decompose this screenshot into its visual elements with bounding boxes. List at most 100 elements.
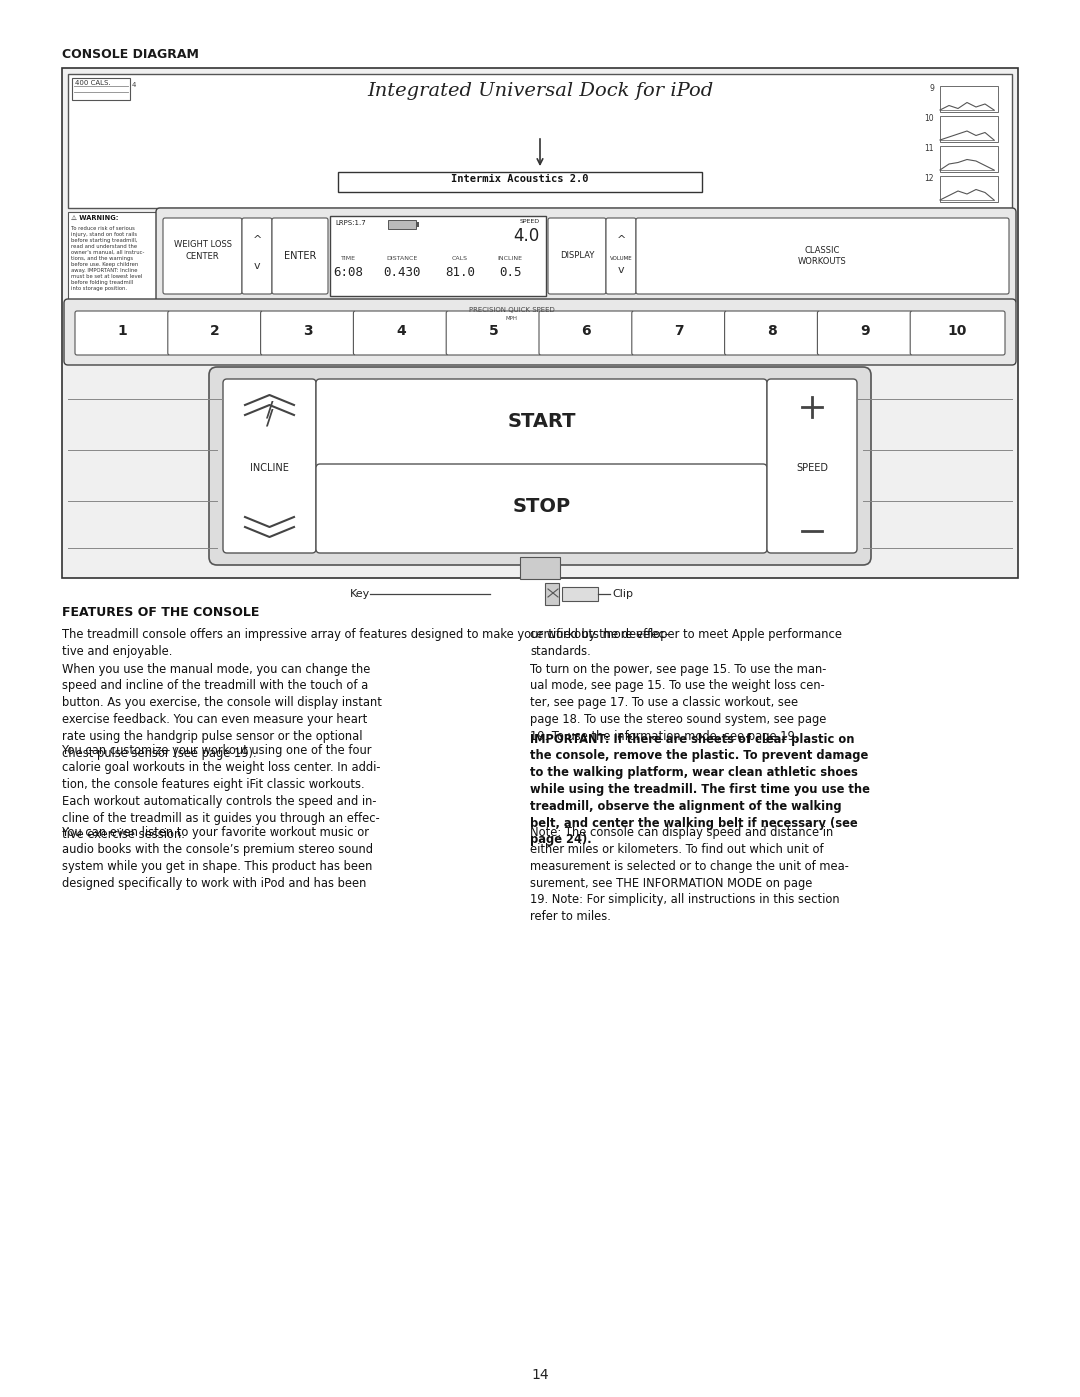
- Text: /: /: [266, 409, 273, 429]
- Text: START: START: [508, 412, 576, 432]
- FancyBboxPatch shape: [163, 218, 242, 293]
- Bar: [388, 219, 416, 229]
- Text: WEIGHT LOSS
CENTER: WEIGHT LOSS CENTER: [174, 240, 231, 261]
- Text: You can even listen to your favorite workout music or
audio books with the conso: You can even listen to your favorite wor…: [62, 826, 373, 890]
- Text: 4: 4: [396, 324, 406, 338]
- Text: 11: 11: [924, 144, 934, 154]
- Text: 6: 6: [582, 324, 591, 338]
- FancyBboxPatch shape: [910, 312, 1005, 355]
- Text: VOLUME: VOLUME: [610, 256, 632, 260]
- FancyBboxPatch shape: [446, 312, 541, 355]
- Text: Clip: Clip: [612, 590, 633, 599]
- Text: ^: ^: [617, 235, 625, 244]
- Text: ⚠ WARNING:: ⚠ WARNING:: [71, 215, 119, 221]
- Text: DISPLAY: DISPLAY: [559, 251, 594, 260]
- FancyBboxPatch shape: [767, 379, 858, 553]
- Text: DISTANCE: DISTANCE: [387, 256, 418, 261]
- Text: certified by the developer to meet Apple performance
standards.: certified by the developer to meet Apple…: [530, 629, 842, 658]
- FancyBboxPatch shape: [156, 208, 1016, 305]
- Bar: [68, 74, 1012, 208]
- Text: FEATURES OF THE CONSOLE: FEATURES OF THE CONSOLE: [62, 606, 259, 619]
- FancyBboxPatch shape: [316, 379, 767, 468]
- Text: CLASSIC
WORKOUTS: CLASSIC WORKOUTS: [798, 246, 847, 267]
- FancyBboxPatch shape: [548, 218, 606, 293]
- Text: 6:08: 6:08: [333, 265, 363, 279]
- Text: Integrated Universal Dock for iPod: Integrated Universal Dock for iPod: [367, 82, 713, 101]
- FancyBboxPatch shape: [725, 312, 820, 355]
- Bar: [68, 369, 1012, 571]
- FancyBboxPatch shape: [64, 299, 1016, 365]
- Text: INCLINE: INCLINE: [498, 256, 523, 261]
- Text: The treadmill console offers an impressive array of features designed to make yo: The treadmill console offers an impressi…: [62, 629, 669, 658]
- Text: 4: 4: [132, 82, 136, 88]
- Bar: [545, 583, 559, 605]
- Text: 81.0: 81.0: [445, 265, 475, 279]
- Text: v: v: [254, 261, 260, 271]
- Bar: [940, 147, 998, 172]
- FancyBboxPatch shape: [353, 312, 448, 355]
- Text: v: v: [618, 265, 624, 275]
- Text: 12: 12: [924, 175, 934, 183]
- FancyBboxPatch shape: [636, 218, 1009, 293]
- Text: 2: 2: [211, 324, 220, 338]
- Text: 10: 10: [924, 115, 934, 123]
- Text: PRECISION QUICK SPEED: PRECISION QUICK SPEED: [469, 307, 554, 313]
- Text: 14: 14: [531, 1368, 549, 1382]
- Bar: [72, 78, 130, 101]
- FancyBboxPatch shape: [316, 464, 767, 553]
- Text: 9: 9: [860, 324, 869, 338]
- Bar: [940, 176, 998, 203]
- Text: Key: Key: [350, 590, 370, 599]
- FancyBboxPatch shape: [539, 312, 634, 355]
- Bar: [562, 587, 598, 601]
- Text: 8: 8: [767, 324, 777, 338]
- Text: To reduce risk of serious
injury, stand on foot rails
before starting treadmill,: To reduce risk of serious injury, stand …: [71, 226, 145, 291]
- Text: 7: 7: [674, 324, 684, 338]
- Bar: [940, 87, 998, 112]
- Text: STOP: STOP: [512, 497, 570, 515]
- Text: When you use the manual mode, you can change the
speed and incline of the treadm: When you use the manual mode, you can ch…: [62, 662, 382, 760]
- Text: LRPS:1.7: LRPS:1.7: [335, 219, 366, 226]
- Text: /: /: [266, 401, 273, 420]
- Text: CALS: CALS: [453, 256, 468, 261]
- FancyBboxPatch shape: [632, 312, 727, 355]
- FancyBboxPatch shape: [242, 218, 272, 293]
- Text: SPEED: SPEED: [796, 462, 828, 474]
- Text: 10: 10: [948, 324, 968, 338]
- Bar: [68, 212, 158, 300]
- Text: You can customize your workout using one of the four
calorie goal workouts in th: You can customize your workout using one…: [62, 745, 380, 841]
- Text: MPH: MPH: [505, 316, 517, 321]
- Bar: [416, 222, 419, 226]
- Text: IMPORTANT: If there are sheets of clear plastic on
the console, remove the plast: IMPORTANT: If there are sheets of clear …: [530, 732, 869, 847]
- FancyBboxPatch shape: [222, 379, 316, 553]
- Bar: [338, 172, 702, 191]
- Text: ENTER: ENTER: [284, 251, 316, 261]
- Bar: [940, 116, 998, 142]
- Text: 0.5: 0.5: [499, 265, 522, 279]
- FancyBboxPatch shape: [818, 312, 913, 355]
- Text: To turn on the power, see page 15. To use the man-
ual mode, see page 15. To use: To turn on the power, see page 15. To us…: [530, 662, 826, 743]
- FancyBboxPatch shape: [272, 218, 328, 293]
- Text: 5: 5: [489, 324, 499, 338]
- Text: 1: 1: [118, 324, 127, 338]
- FancyBboxPatch shape: [210, 367, 870, 564]
- FancyBboxPatch shape: [167, 312, 262, 355]
- Text: SPEED: SPEED: [519, 219, 540, 224]
- Bar: [519, 557, 561, 578]
- Text: 3: 3: [303, 324, 313, 338]
- Bar: [62, 68, 1018, 578]
- Text: INCLINE: INCLINE: [251, 462, 289, 474]
- Text: 9: 9: [929, 84, 934, 94]
- FancyBboxPatch shape: [75, 312, 170, 355]
- Bar: [330, 217, 546, 296]
- Text: ^: ^: [253, 235, 261, 244]
- FancyBboxPatch shape: [260, 312, 355, 355]
- Text: Intermix Acoustics 2.0: Intermix Acoustics 2.0: [451, 175, 589, 184]
- Text: TIME: TIME: [340, 256, 355, 261]
- Text: 400 CALS.: 400 CALS.: [75, 80, 110, 87]
- Text: 4.0: 4.0: [514, 226, 540, 244]
- Text: CONSOLE DIAGRAM: CONSOLE DIAGRAM: [62, 47, 199, 61]
- Text: 0.430: 0.430: [383, 265, 421, 279]
- FancyBboxPatch shape: [606, 218, 636, 293]
- Text: Note: The console can display speed and distance in
either miles or kilometers. : Note: The console can display speed and …: [530, 826, 849, 923]
